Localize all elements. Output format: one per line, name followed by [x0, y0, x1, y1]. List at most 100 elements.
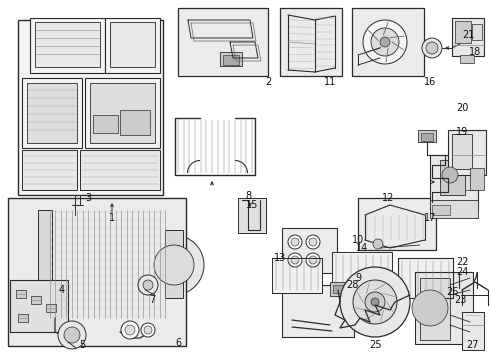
Bar [22, 78, 82, 148]
Text: 5: 5 [79, 340, 85, 350]
Bar [18, 20, 163, 195]
Text: 22: 22 [456, 257, 468, 267]
Circle shape [422, 38, 442, 58]
Bar [30, 18, 105, 73]
Circle shape [309, 238, 317, 246]
Circle shape [288, 253, 302, 267]
Circle shape [363, 20, 407, 64]
Bar [282, 228, 337, 273]
Bar [35, 22, 100, 67]
Bar [470, 168, 484, 190]
Circle shape [426, 42, 438, 54]
Bar [93, 115, 118, 133]
Circle shape [306, 235, 320, 249]
Circle shape [309, 256, 317, 264]
Bar [16, 290, 26, 298]
Circle shape [154, 245, 194, 285]
Circle shape [373, 239, 383, 249]
Text: 12: 12 [382, 193, 394, 203]
Bar [330, 282, 352, 296]
Bar [90, 83, 155, 143]
Text: 11: 11 [324, 77, 336, 87]
Bar [223, 55, 239, 65]
Text: 23: 23 [454, 295, 466, 305]
Circle shape [291, 256, 299, 264]
Bar [418, 130, 436, 142]
Bar [10, 280, 68, 332]
Text: 26: 26 [446, 287, 458, 297]
Bar [80, 150, 160, 190]
Text: 27: 27 [466, 340, 478, 350]
Bar [85, 78, 160, 148]
Circle shape [412, 290, 448, 326]
Bar [282, 285, 354, 337]
Bar [332, 252, 392, 294]
Bar [272, 258, 322, 293]
Text: 8: 8 [245, 191, 251, 201]
Circle shape [141, 323, 155, 337]
Bar [110, 22, 155, 67]
Bar [27, 83, 77, 143]
Text: 18: 18 [469, 47, 481, 57]
Bar [31, 296, 41, 304]
Text: 10: 10 [352, 235, 364, 245]
Bar [178, 8, 268, 76]
Circle shape [365, 292, 385, 312]
Bar [8, 198, 186, 346]
Bar [280, 8, 342, 76]
Bar [120, 110, 150, 135]
Text: 6: 6 [175, 338, 181, 348]
Circle shape [144, 235, 204, 295]
Bar [238, 198, 266, 233]
Circle shape [64, 327, 80, 343]
Circle shape [58, 321, 86, 349]
Bar [455, 21, 471, 43]
Bar [352, 8, 424, 76]
Bar [465, 165, 477, 190]
Text: 24: 24 [456, 267, 468, 277]
Bar [430, 155, 478, 210]
Bar [358, 198, 436, 250]
Bar [421, 133, 433, 141]
Bar [448, 130, 486, 175]
Text: 20: 20 [456, 103, 468, 113]
Circle shape [340, 267, 410, 337]
Circle shape [288, 235, 302, 249]
Circle shape [371, 28, 399, 56]
Circle shape [380, 37, 390, 47]
Bar [46, 304, 56, 312]
Circle shape [144, 326, 152, 334]
Bar [22, 150, 77, 190]
Text: 7: 7 [149, 295, 155, 305]
Bar [420, 278, 450, 340]
Text: 28: 28 [346, 280, 358, 290]
Circle shape [125, 325, 135, 335]
Text: 19: 19 [456, 127, 468, 137]
Text: 15: 15 [246, 200, 258, 210]
Bar [398, 258, 453, 298]
Bar [220, 52, 242, 66]
Bar [62, 328, 82, 342]
Circle shape [371, 298, 379, 306]
Text: 14: 14 [356, 243, 368, 253]
Bar [18, 314, 28, 322]
Text: 17: 17 [424, 213, 436, 223]
Text: 9: 9 [355, 273, 361, 283]
Text: 25: 25 [369, 340, 381, 350]
Circle shape [442, 167, 458, 183]
Bar [38, 210, 52, 318]
Bar [452, 18, 484, 56]
Text: 1: 1 [109, 213, 115, 223]
Text: 3: 3 [85, 193, 91, 203]
Text: 2: 2 [265, 77, 271, 87]
Circle shape [353, 280, 397, 324]
Bar [105, 18, 160, 73]
Bar [462, 312, 484, 350]
Bar [333, 285, 348, 293]
Bar [440, 160, 465, 195]
Bar [165, 230, 183, 298]
Circle shape [121, 321, 139, 339]
Circle shape [291, 238, 299, 246]
Bar [460, 55, 474, 63]
Circle shape [138, 275, 158, 295]
